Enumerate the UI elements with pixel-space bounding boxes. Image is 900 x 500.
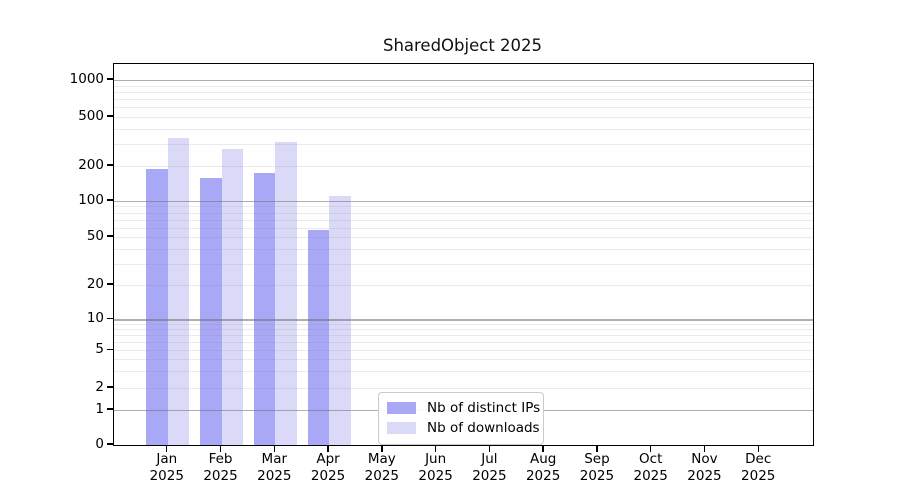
y-tick-mark xyxy=(106,199,113,201)
y-tick-mark xyxy=(106,283,113,285)
x-tick-label-jan: Jan 2025 xyxy=(149,451,184,484)
y-tick-mark xyxy=(106,317,113,319)
bar-downloads-feb xyxy=(221,149,244,445)
x-tick-mark xyxy=(166,445,168,452)
bar-downloads-mar xyxy=(275,141,297,445)
x-tick-mark xyxy=(542,445,544,452)
minor-gridline xyxy=(114,91,813,93)
y-tick-label: 5 xyxy=(95,341,104,358)
y-tick-label: 500 xyxy=(78,108,104,124)
y-tick-label: 10 xyxy=(86,310,104,327)
minor-gridline xyxy=(114,85,813,87)
plot-area xyxy=(113,63,814,446)
y-tick-label: 20 xyxy=(86,276,104,292)
x-tick-mark xyxy=(434,445,437,452)
x-tick-label-jun: Jun 2025 xyxy=(418,451,453,484)
y-tick-mark xyxy=(106,443,113,445)
x-tick-label-jul: Jul 2025 xyxy=(472,451,507,484)
x-tick-mark xyxy=(596,445,598,452)
x-tick-mark xyxy=(273,445,275,452)
minor-gridline xyxy=(114,128,813,130)
y-tick-label: 100 xyxy=(78,192,104,208)
bar-distinct-ips-mar xyxy=(253,172,276,445)
y-tick-mark xyxy=(106,348,113,350)
y-tick-mark xyxy=(106,115,113,117)
minor-gridline xyxy=(114,99,813,101)
x-tick-mark xyxy=(488,445,491,452)
x-tick-label-nov: Nov 2025 xyxy=(687,451,722,484)
x-tick-label-mar: Mar 2025 xyxy=(257,451,292,484)
x-tick-label-feb: Feb 2025 xyxy=(203,451,238,484)
minor-gridline xyxy=(114,166,813,167)
legend: Nb of distinct IPs Nb of downloads xyxy=(378,392,544,445)
y-tick-label: 1000 xyxy=(69,71,104,87)
y-tick-mark xyxy=(106,408,113,410)
x-tick-label-aug: Aug 2025 xyxy=(525,451,561,484)
bar-distinct-ips-jan xyxy=(146,168,168,445)
y-tick-mark xyxy=(106,235,113,237)
x-tick-mark xyxy=(703,445,706,452)
legend-label: Nb of distinct IPs xyxy=(427,400,541,416)
legend-item-distinct-ips: Nb of distinct IPs xyxy=(387,398,540,418)
legend-swatch-distinct-ips xyxy=(387,402,416,414)
x-tick-mark xyxy=(327,445,329,452)
bar-distinct-ips-apr xyxy=(307,230,330,445)
y-tick-mark xyxy=(106,386,113,388)
x-tick-mark xyxy=(757,445,759,452)
x-tick-label-dec: Dec 2025 xyxy=(741,451,776,484)
y-tick-label: 0 xyxy=(95,436,104,452)
chart-title: SharedObject 2025 xyxy=(382,36,543,55)
y-tick-label: 50 xyxy=(86,228,104,244)
x-tick-mark xyxy=(649,445,652,452)
legend-swatch-downloads xyxy=(387,422,416,434)
x-tick-mark xyxy=(381,445,383,452)
x-tick-mark xyxy=(219,445,222,452)
x-tick-label-apr: Apr 2025 xyxy=(310,451,346,484)
y-tick-label: 1 xyxy=(95,401,104,417)
y-tick-label: 200 xyxy=(78,157,104,173)
x-tick-label-may: May 2025 xyxy=(364,451,400,484)
x-tick-label-oct: Oct 2025 xyxy=(633,451,668,484)
y-tick-mark xyxy=(106,78,113,80)
minor-gridline xyxy=(114,107,813,109)
y-tick-label: 2 xyxy=(95,379,104,395)
minor-gridline xyxy=(114,117,813,118)
minor-gridline xyxy=(114,144,813,146)
bar-downloads-apr xyxy=(329,196,351,445)
major-gridline xyxy=(114,80,813,82)
bar-distinct-ips-feb xyxy=(200,178,222,445)
legend-item-downloads: Nb of downloads xyxy=(387,418,540,438)
y-tick-mark xyxy=(106,164,113,166)
bar-downloads-jan xyxy=(167,137,190,445)
x-tick-label-sep: Sep 2025 xyxy=(579,451,615,484)
legend-label: Nb of downloads xyxy=(427,420,540,436)
